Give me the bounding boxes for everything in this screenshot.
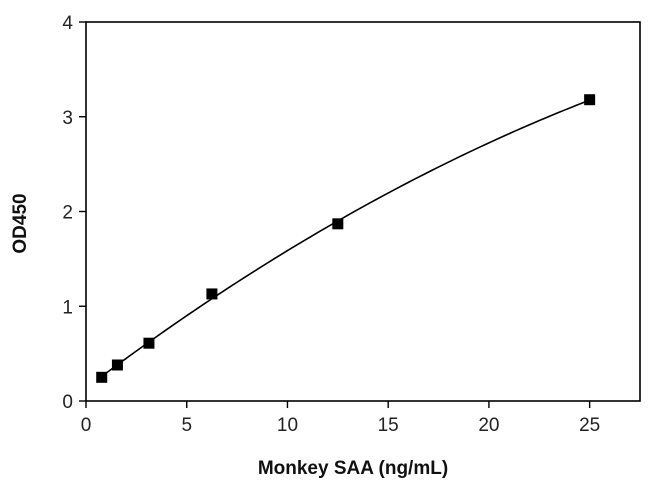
x-tick-label: 20 — [478, 415, 499, 436]
y-tick-label: 4 — [62, 13, 73, 34]
plot-frame — [85, 21, 641, 402]
y-axis-ticks: 0 1 2 3 4 — [62, 13, 86, 413]
data-point — [206, 288, 218, 300]
y-tick-label: 3 — [62, 108, 73, 129]
x-axis-ticks: 0 5 10 15 20 25 — [81, 401, 600, 436]
x-tick-label: 25 — [579, 415, 600, 436]
data-point — [584, 94, 596, 106]
y-tick-label: 0 — [62, 392, 73, 413]
x-tick-label: 15 — [378, 415, 399, 436]
data-point — [111, 359, 123, 371]
y-axis-title: OD450 — [10, 193, 31, 253]
fit-curve — [101, 99, 590, 378]
x-tick-label: 5 — [181, 415, 192, 436]
chart-axes — [85, 21, 641, 402]
y-tick-label: 2 — [62, 203, 73, 224]
y-tick-label: 1 — [62, 297, 73, 318]
data-point — [332, 218, 344, 230]
data-point — [143, 337, 155, 349]
x-axis-title: Monkey SAA (ng/mL) — [258, 458, 448, 479]
data-point — [96, 371, 108, 383]
data-points — [96, 94, 596, 383]
x-tick-label: 10 — [277, 415, 298, 436]
x-tick-label: 0 — [81, 415, 92, 436]
